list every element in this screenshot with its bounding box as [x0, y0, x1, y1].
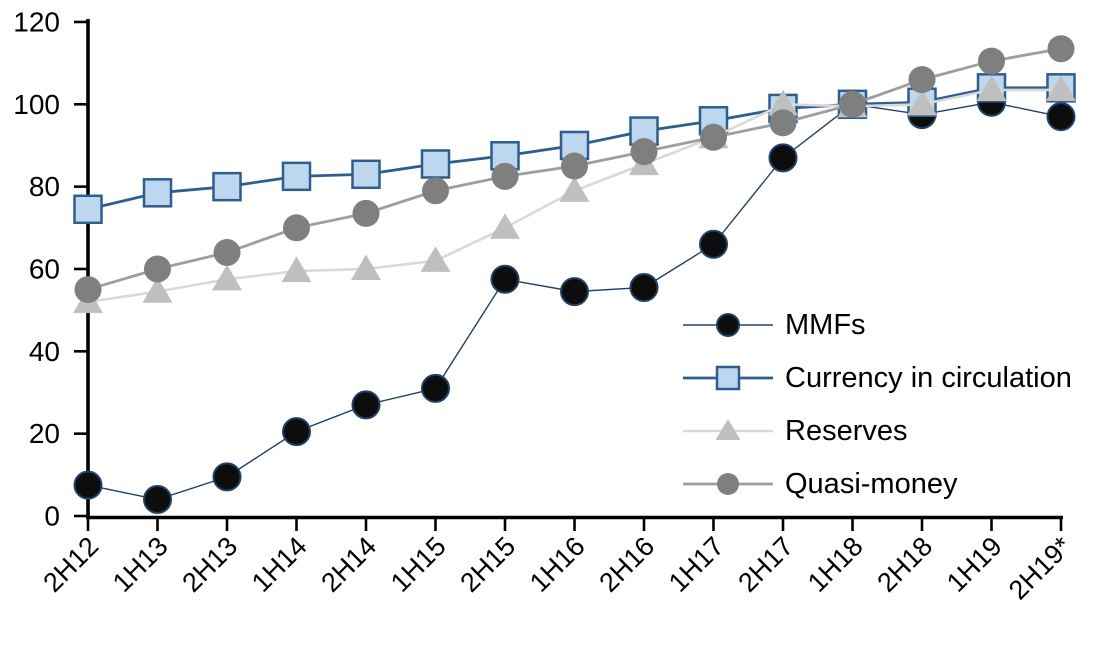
y-axis-label: 0 [44, 501, 60, 532]
quasi-money-marker [908, 66, 936, 94]
quasi-money-marker [491, 162, 519, 190]
mmfs-marker [629, 273, 659, 303]
y-axis-label: 120 [13, 6, 60, 37]
currency-in-circulation-marker [212, 171, 242, 202]
quasi-money-marker [352, 199, 380, 227]
mmfs-marker [73, 470, 103, 500]
quasi-money-marker [213, 239, 241, 267]
reserves-marker [976, 75, 1007, 101]
reserves-marker [490, 213, 520, 239]
quasi-money-marker [144, 255, 171, 283]
currency-in-circulation-legend-marker-icon [715, 365, 741, 391]
quasi-money-marker [700, 123, 727, 151]
y-axis-label: 80 [29, 171, 60, 202]
x-axis-label: 1H16 [524, 531, 591, 598]
reserves-marker [907, 89, 937, 116]
x-axis-label: 1H14 [246, 531, 313, 598]
x-axis-label: 2H14 [315, 531, 382, 598]
quasi-money-marker [422, 177, 449, 205]
currency-in-circulation-marker [281, 161, 312, 192]
legend-label: Reserves [785, 415, 908, 447]
y-axis-label: 100 [13, 89, 60, 120]
reserves-marker [1046, 75, 1076, 101]
quasi-money-marker [978, 47, 1005, 75]
mmfs-marker [351, 390, 381, 420]
reserves-marker [281, 256, 312, 283]
mmfs-marker [212, 462, 242, 492]
quasi-money-marker [283, 214, 310, 242]
mmfs-marker [421, 373, 450, 403]
x-axis-label: 2H12 [37, 531, 104, 598]
mmfs-marker [699, 229, 728, 259]
reserves-marker [212, 264, 242, 291]
legend-item-reserves: Reserves [683, 415, 908, 447]
x-axis-label: 1H17 [663, 531, 730, 598]
quasi-money-marker [769, 109, 797, 137]
mmfs-marker [490, 264, 520, 294]
quasi-money-marker [561, 152, 588, 180]
reserves-marker [768, 89, 798, 116]
x-axis-label: 1H19 [941, 531, 1008, 598]
legend-item-quasi-money: Quasi-money [683, 468, 958, 500]
x-axis-label: 2H16 [593, 531, 660, 598]
x-axis-label: 1H18 [802, 531, 869, 598]
quasi-money-legend-marker-icon [717, 473, 739, 495]
x-axis-label: 2H19* [1003, 531, 1078, 606]
y-axis-label: 20 [29, 418, 60, 449]
x-axis-label: 1H15 [385, 531, 452, 598]
legend-label: MMFs [785, 309, 866, 341]
x-axis-label: 2H13 [176, 531, 243, 598]
currency-in-circulation-marker [420, 149, 451, 179]
quasi-money-marker [839, 90, 866, 118]
quasi-money-marker [1047, 35, 1075, 63]
reserves-marker [559, 176, 590, 202]
mmfs-marker [1046, 102, 1076, 132]
mmfs-marker [560, 277, 589, 307]
x-axis-label: 2H18 [871, 531, 938, 598]
x-axis-label: 1H13 [107, 531, 174, 598]
currency-in-circulation-marker [73, 194, 103, 225]
currency-in-circulation-marker [351, 159, 381, 190]
legend-item-currency-in-circulation: Currency in circulation [683, 362, 1072, 394]
y-axis-label: 40 [29, 336, 60, 367]
reserves-marker [351, 254, 381, 281]
legend-label: Currency in circulation [785, 362, 1072, 394]
reserves-legend-marker-icon [715, 419, 741, 441]
reserves-marker [420, 246, 451, 272]
legend-label: Quasi-money [785, 468, 958, 500]
y-axis-label: 60 [29, 253, 60, 284]
quasi-money-marker [74, 276, 102, 304]
quasi-money-marker [630, 138, 658, 166]
mmfs-marker [143, 485, 172, 515]
legend-item-mmfs: MMFs [683, 309, 866, 341]
currency-in-circulation-marker [142, 178, 173, 208]
mmfs-marker [282, 417, 311, 447]
x-axis-label: 2H17 [732, 531, 799, 598]
reserves-marker [142, 277, 173, 303]
mmfs-legend-marker-icon [716, 313, 740, 337]
mmfs-marker [768, 143, 798, 173]
x-axis-label: 2H15 [454, 531, 521, 598]
